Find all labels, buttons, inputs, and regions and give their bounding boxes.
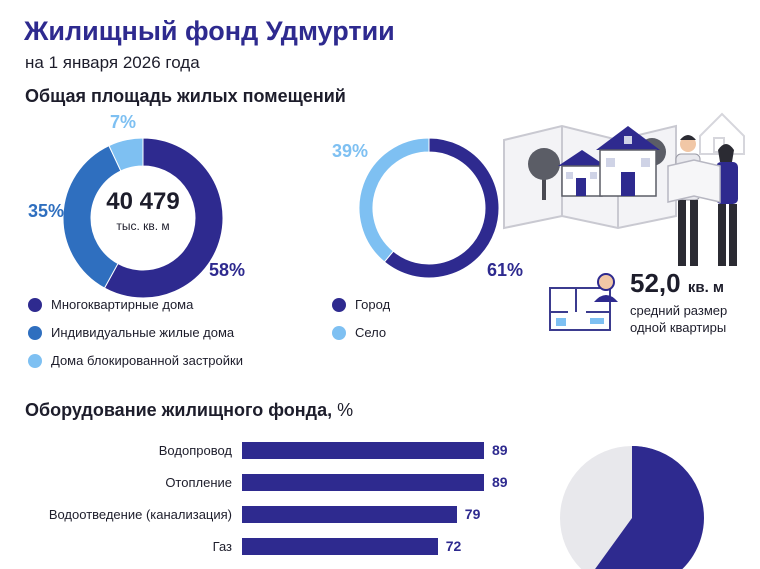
legend-item-blocked-houses: Дома блокированной застройки — [28, 353, 243, 368]
legend-label: Город — [355, 297, 391, 312]
bar-label: Отопление — [165, 475, 232, 490]
legend-dot — [332, 325, 346, 340]
bar — [242, 442, 484, 459]
page-title: Жилищный фонд Удмуртии — [24, 16, 395, 46]
donut-chart-city-village — [358, 137, 500, 279]
legend-item-village: Село — [332, 325, 386, 340]
slice-apartment-buildings — [103, 137, 224, 299]
legend-dot — [28, 353, 42, 368]
donut-center-value: 40 479 — [106, 188, 180, 215]
legend-dot — [28, 325, 42, 340]
equipment-section-title-text: Оборудование жилищного фонда, — [25, 400, 333, 420]
slice-label-village: 39% — [332, 141, 369, 161]
slice-label-apartment-buildings: 58% — [209, 260, 246, 280]
bar-value-label: 79 — [464, 506, 481, 522]
avg-apartment-size: 52,0 кв. м — [630, 268, 724, 299]
avg-apartment-size-desc-1: средний размер — [630, 303, 728, 318]
bar-value-label: 89 — [492, 442, 508, 458]
legend-label: Индивидуальные жилые дома — [51, 325, 235, 340]
legend-item-city: Город — [332, 297, 390, 312]
legend-dot — [28, 297, 42, 312]
area-section-title: Общая площадь жилых помещений — [25, 86, 346, 106]
bar-value-label: 72 — [445, 538, 462, 554]
bar — [242, 506, 457, 523]
legend-item-individual-houses: Индивидуальные жилые дома — [28, 325, 234, 340]
avg-apartment-size-desc-2: одной квартиры — [630, 320, 727, 335]
bar — [242, 538, 438, 555]
avg-apartment-size-value: 52,0 — [630, 268, 681, 298]
slice-individual-houses — [62, 144, 122, 289]
donut-center-unit: тыс. кв. м — [116, 219, 170, 233]
slice-label-individual-houses: 35% — [28, 201, 65, 221]
floor-plan-icon — [549, 273, 618, 331]
legend-label: Дома блокированной застройки — [51, 353, 243, 368]
legend-label: Село — [355, 325, 387, 340]
bar — [242, 474, 484, 491]
bar-label: Газ — [212, 539, 232, 554]
avg-apartment-size-unit: кв. м — [687, 279, 725, 296]
slice-blocked-houses — [108, 137, 144, 172]
page-subtitle: на 1 января 2026 года — [25, 53, 200, 72]
slice-label-blocked-houses: 7% — [110, 112, 137, 132]
bar-label: Водоотведение (канализация) — [48, 507, 232, 522]
bar-value-label: 89 — [492, 474, 508, 490]
legend-item-apartment-buildings: Многоквартирные дома — [28, 297, 193, 312]
legend-dot — [332, 297, 346, 312]
partial-pie-chart — [560, 446, 704, 569]
slice-village — [358, 137, 430, 263]
slice-label-city: 61% — [487, 260, 524, 280]
donut-chart-area-by-type — [62, 137, 224, 299]
equipment-section-title: Оборудование жилищного фонда, % — [25, 400, 353, 421]
houses-map-illustration — [503, 112, 745, 266]
bar-label: Водопровод — [158, 443, 232, 458]
legend-label: Многоквартирные дома — [51, 297, 194, 312]
equipment-section-unit: % — [337, 400, 354, 420]
